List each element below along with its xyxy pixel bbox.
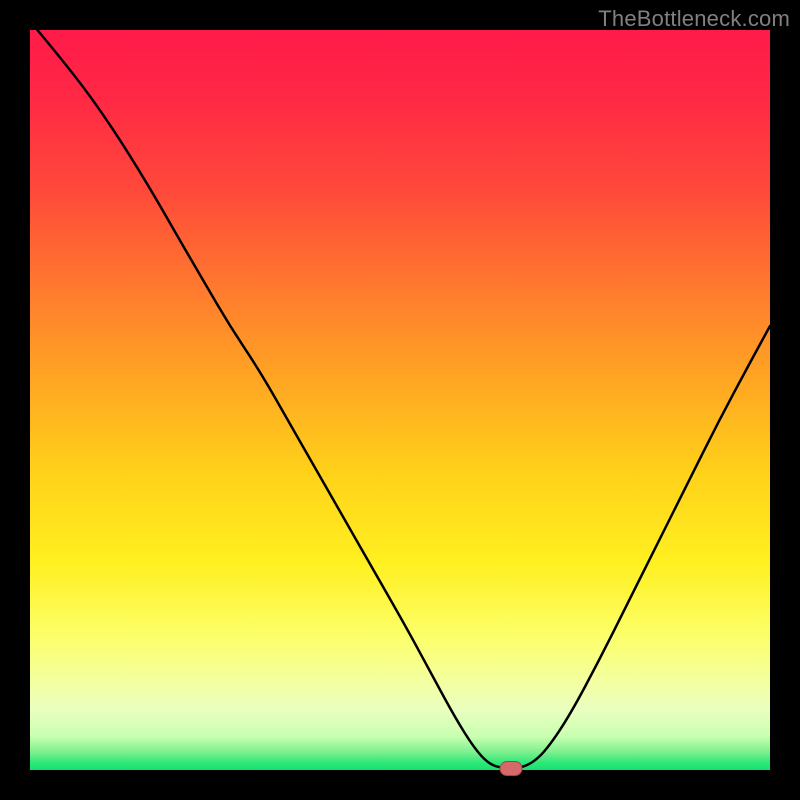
bottleneck-chart [0, 0, 800, 800]
plot-background [30, 30, 770, 770]
chart-container: TheBottleneck.com [0, 0, 800, 800]
watermark-text: TheBottleneck.com [598, 6, 790, 32]
optimal-point-marker [500, 762, 522, 776]
